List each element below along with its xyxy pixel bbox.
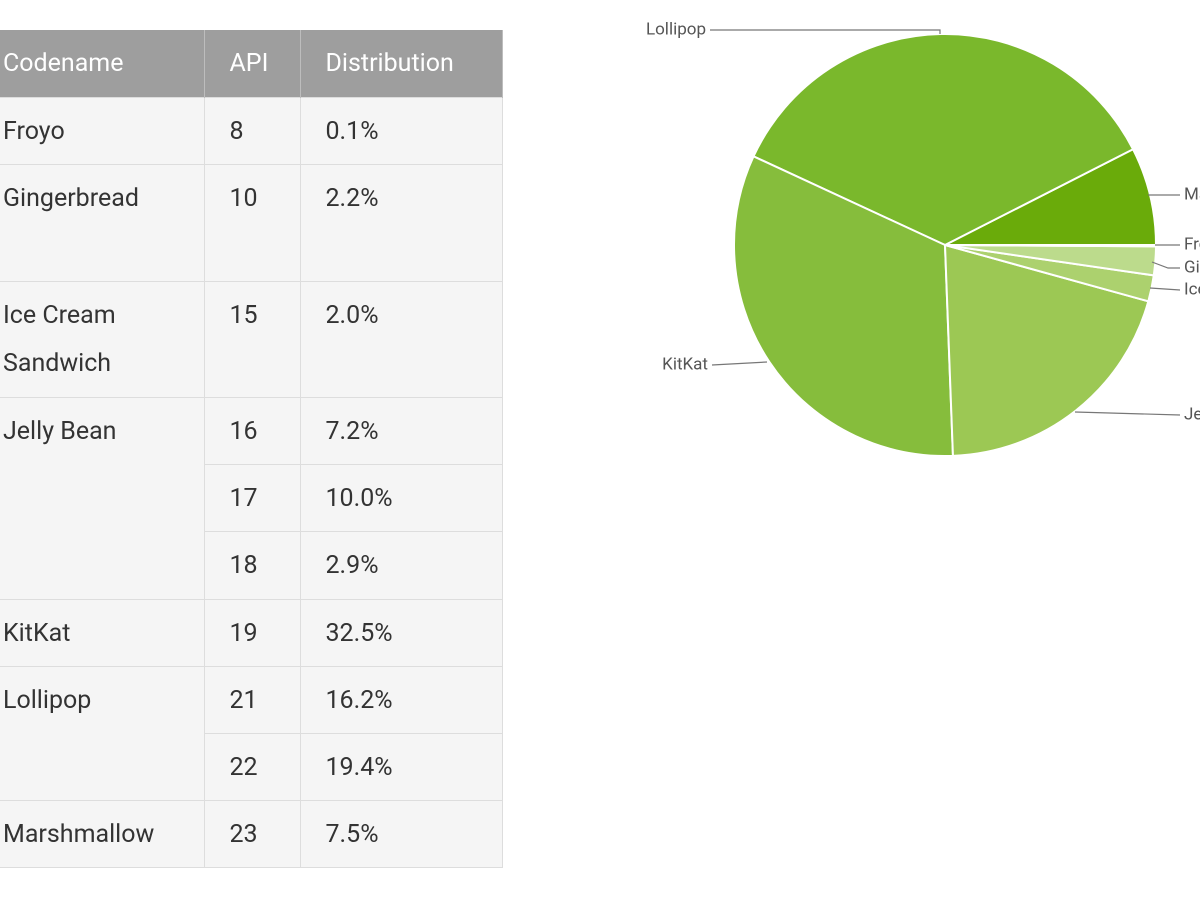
distribution-cell: 19.4% (299, 732, 503, 801)
distribution-cell: 10.0% (299, 463, 503, 532)
api-cell: 10 (203, 163, 301, 282)
table-row: 22 19.4% (0, 732, 503, 801)
distribution-cell: 16.2% (299, 665, 503, 734)
distribution-cell: 7.2% (299, 396, 503, 465)
slice-label: Marshmallow (1184, 184, 1200, 204)
slice-label: KitKat (662, 354, 708, 374)
slice-label: Lollipop (646, 19, 706, 39)
pie-slice (944, 147, 1158, 246)
table-row: Ice Cream Sandwich 15 2.0% (0, 280, 503, 398)
table-row: Jelly Bean 16 7.2% (0, 396, 503, 600)
pie-slice (733, 155, 954, 457)
pie-slice (943, 243, 1150, 457)
leader-line (1074, 411, 1181, 416)
table-row: Gingerbread 10 2.2% (0, 163, 503, 282)
slice-label: Gingerbread (1184, 257, 1200, 277)
table-row: 17 10.0% (0, 463, 503, 532)
slice-label: Jelly Bean (1184, 404, 1200, 424)
column-header: Distribution (300, 30, 503, 97)
codename-cell: Marshmallow (0, 799, 205, 868)
distribution-cell: 2.9% (299, 530, 503, 600)
codename-cell: Jelly Bean (0, 396, 205, 600)
table-header: Codename API Distribution (0, 30, 503, 97)
leader-line (1151, 261, 1180, 269)
api-cell: 16 (203, 396, 301, 465)
api-cell: 18 (204, 530, 301, 600)
leader-line (1149, 287, 1181, 291)
leader-line (711, 361, 768, 366)
distribution-table: Codename API Distribution Froyo 8 0.1% Ginger… (0, 30, 503, 868)
api-cell: 17 (204, 463, 301, 532)
codename-cell: Froyo (0, 96, 205, 165)
slice-label: Froyo (1184, 234, 1200, 254)
leader-line (710, 29, 941, 34)
slice-label: Ice Cream Sandwich (1184, 279, 1200, 299)
distribution-cell: 2.0% (299, 280, 503, 398)
table-row: 18 2.9% (0, 530, 503, 600)
pie-slice (944, 244, 1158, 248)
distribution-cell: 2.2% (299, 163, 503, 282)
codename-cell: Gingerbread (0, 163, 205, 282)
codename-cell: Lollipop (0, 665, 205, 801)
pie-slice (752, 33, 1135, 247)
column-header: API (204, 30, 301, 97)
table-row: KitKat 19 32.5% (0, 598, 503, 667)
distribution-cell: 7.5% (299, 799, 503, 868)
column-header: Codename (0, 30, 205, 97)
api-cell: 22 (204, 732, 301, 801)
table-row: Marshmallow 23 7.5% (0, 799, 503, 868)
codename-cell: Ice Cream Sandwich (0, 280, 205, 398)
api-cell: 19 (203, 598, 301, 667)
